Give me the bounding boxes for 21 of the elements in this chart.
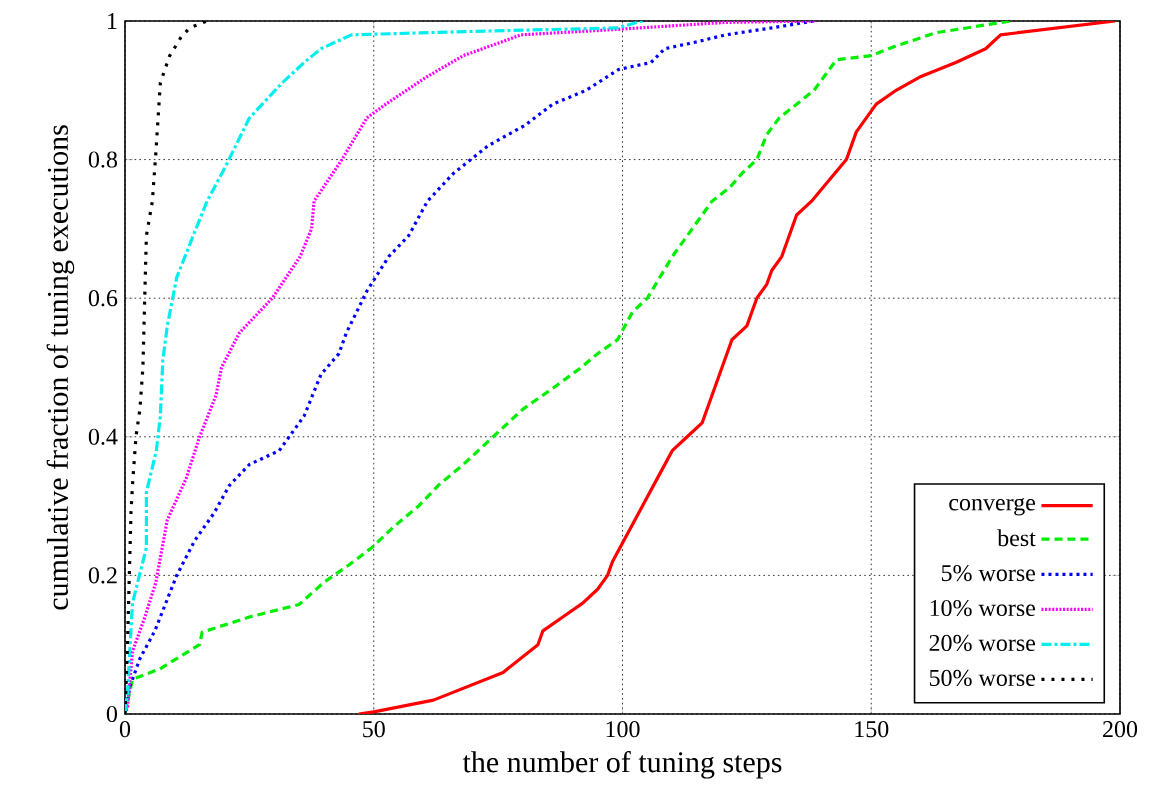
x-tick-label: 150 [855, 721, 889, 738]
legend-label: best [997, 529, 1036, 547]
x-axis-title: the number of tuning steps [462, 750, 782, 779]
y-tick-label: 0 [106, 705, 118, 723]
legend-label: 50% worse [929, 669, 1036, 687]
legend-label: converge [949, 497, 1036, 516]
legend-label: 20% worse [929, 634, 1036, 652]
y-tick-label: 0.6 [88, 290, 118, 307]
legend-label: 10% worse [930, 599, 1036, 617]
x-tick-label: 100 [606, 721, 640, 738]
x-tick-label: 50 [363, 721, 385, 738]
y-tick-label: 0.4 [88, 428, 118, 445]
y-tick-label: 0.2 [88, 567, 117, 584]
y-tick-label: 1 [108, 13, 117, 29]
legend-label: 5% worse [941, 564, 1036, 582]
x-tick-label: 200 [1103, 721, 1138, 738]
line-series [125, 20, 644, 714]
y-tick-label: 0.8 [88, 151, 118, 168]
y-axis-title: cumulative fraction of tuning executions [46, 125, 75, 610]
x-tick-label: 0 [119, 721, 131, 738]
line-series [357, 20, 1117, 714]
